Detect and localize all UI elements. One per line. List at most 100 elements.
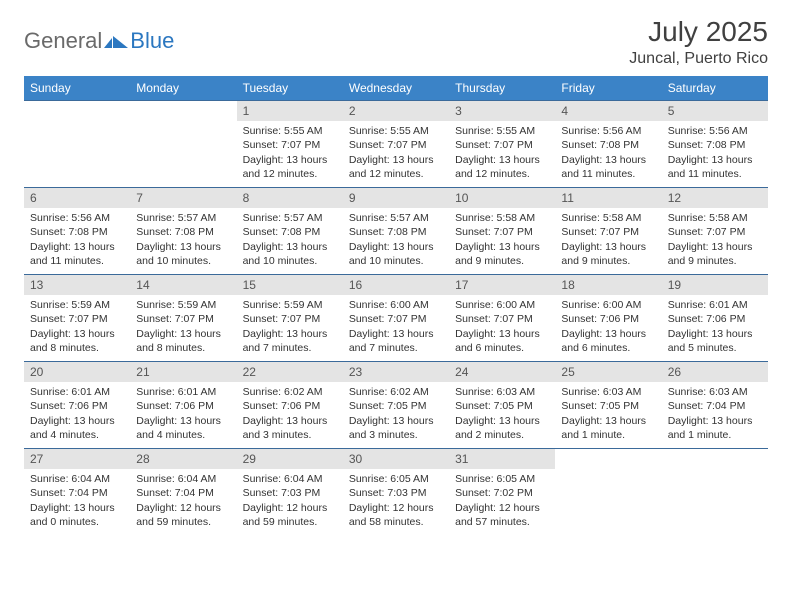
sunset-line: Sunset: 7:08 PM [243,225,337,239]
location: Juncal, Puerto Rico [629,50,768,68]
day-number: 22 [237,362,343,382]
week-row: ..1Sunrise: 5:55 AMSunset: 7:07 PMDaylig… [24,100,768,187]
day-cell: . [24,101,130,187]
sunrise-line: Sunrise: 6:01 AM [668,298,762,312]
day-cell: 30Sunrise: 6:05 AMSunset: 7:03 PMDayligh… [343,449,449,535]
day-cell: 15Sunrise: 5:59 AMSunset: 7:07 PMDayligh… [237,275,343,361]
daylight-line: Daylight: 13 hours and 9 minutes. [455,240,549,268]
day-cell: 26Sunrise: 6:03 AMSunset: 7:04 PMDayligh… [662,362,768,448]
sunset-line: Sunset: 7:06 PM [668,312,762,326]
sunrise-line: Sunrise: 5:57 AM [349,211,443,225]
week-row: 20Sunrise: 6:01 AMSunset: 7:06 PMDayligh… [24,361,768,448]
day-number: 3 [449,101,555,121]
weekday-cell: Wednesday [343,76,449,100]
day-body: Sunrise: 5:58 AMSunset: 7:07 PMDaylight:… [662,208,768,274]
sunset-line: Sunset: 7:08 PM [349,225,443,239]
day-body: Sunrise: 6:01 AMSunset: 7:06 PMDaylight:… [130,382,236,448]
day-number: 28 [130,449,236,469]
sunset-line: Sunset: 7:02 PM [455,486,549,500]
day-body: Sunrise: 5:59 AMSunset: 7:07 PMDaylight:… [237,295,343,361]
day-number: 16 [343,275,449,295]
day-cell: 5Sunrise: 5:56 AMSunset: 7:08 PMDaylight… [662,101,768,187]
logo-text-blue: Blue [130,28,174,54]
day-number: 15 [237,275,343,295]
daylight-line: Daylight: 13 hours and 9 minutes. [668,240,762,268]
day-cell: 22Sunrise: 6:02 AMSunset: 7:06 PMDayligh… [237,362,343,448]
day-cell: 12Sunrise: 5:58 AMSunset: 7:07 PMDayligh… [662,188,768,274]
day-number: 4 [555,101,661,121]
sunset-line: Sunset: 7:07 PM [30,312,124,326]
day-cell: . [662,449,768,535]
day-cell: 20Sunrise: 6:01 AMSunset: 7:06 PMDayligh… [24,362,130,448]
day-body: Sunrise: 6:00 AMSunset: 7:07 PMDaylight:… [449,295,555,361]
title-block: July 2025 Juncal, Puerto Rico [629,16,768,68]
day-cell: 19Sunrise: 6:01 AMSunset: 7:06 PMDayligh… [662,275,768,361]
day-number: 14 [130,275,236,295]
daylight-line: Daylight: 13 hours and 6 minutes. [561,327,655,355]
day-cell: 3Sunrise: 5:55 AMSunset: 7:07 PMDaylight… [449,101,555,187]
sunset-line: Sunset: 7:05 PM [455,399,549,413]
day-cell: 23Sunrise: 6:02 AMSunset: 7:05 PMDayligh… [343,362,449,448]
day-number: 24 [449,362,555,382]
day-number: 18 [555,275,661,295]
day-body: Sunrise: 6:01 AMSunset: 7:06 PMDaylight:… [662,295,768,361]
daylight-line: Daylight: 13 hours and 10 minutes. [349,240,443,268]
sunset-line: Sunset: 7:08 PM [668,138,762,152]
daylight-line: Daylight: 12 hours and 58 minutes. [349,501,443,529]
daylight-line: Daylight: 13 hours and 11 minutes. [668,153,762,181]
day-body: Sunrise: 6:04 AMSunset: 7:03 PMDaylight:… [237,469,343,535]
sunset-line: Sunset: 7:03 PM [243,486,337,500]
sunrise-line: Sunrise: 6:03 AM [561,385,655,399]
day-cell: 6Sunrise: 5:56 AMSunset: 7:08 PMDaylight… [24,188,130,274]
day-cell: 13Sunrise: 5:59 AMSunset: 7:07 PMDayligh… [24,275,130,361]
day-number: 21 [130,362,236,382]
day-body: Sunrise: 6:00 AMSunset: 7:06 PMDaylight:… [555,295,661,361]
sunrise-line: Sunrise: 5:59 AM [243,298,337,312]
daylight-line: Daylight: 13 hours and 2 minutes. [455,414,549,442]
day-cell: 27Sunrise: 6:04 AMSunset: 7:04 PMDayligh… [24,449,130,535]
day-body: Sunrise: 5:57 AMSunset: 7:08 PMDaylight:… [343,208,449,274]
sunrise-line: Sunrise: 6:04 AM [136,472,230,486]
sunrise-line: Sunrise: 5:56 AM [668,124,762,138]
sunrise-line: Sunrise: 5:55 AM [455,124,549,138]
sunrise-line: Sunrise: 6:01 AM [30,385,124,399]
week-row: 27Sunrise: 6:04 AMSunset: 7:04 PMDayligh… [24,448,768,535]
daylight-line: Daylight: 13 hours and 8 minutes. [136,327,230,355]
sunset-line: Sunset: 7:06 PM [30,399,124,413]
daylight-line: Daylight: 13 hours and 11 minutes. [561,153,655,181]
sunrise-line: Sunrise: 5:55 AM [349,124,443,138]
day-number: 9 [343,188,449,208]
sunset-line: Sunset: 7:05 PM [561,399,655,413]
day-cell: 8Sunrise: 5:57 AMSunset: 7:08 PMDaylight… [237,188,343,274]
day-cell: . [555,449,661,535]
daylight-line: Daylight: 13 hours and 1 minute. [561,414,655,442]
daylight-line: Daylight: 13 hours and 12 minutes. [349,153,443,181]
weekday-cell: Tuesday [237,76,343,100]
sunset-line: Sunset: 7:07 PM [349,312,443,326]
calendar: SundayMondayTuesdayWednesdayThursdayFrid… [24,76,768,535]
sunset-line: Sunset: 7:07 PM [561,225,655,239]
day-number: 11 [555,188,661,208]
daylight-line: Daylight: 13 hours and 4 minutes. [30,414,124,442]
day-cell: 29Sunrise: 6:04 AMSunset: 7:03 PMDayligh… [237,449,343,535]
weekday-header-row: SundayMondayTuesdayWednesdayThursdayFrid… [24,76,768,100]
sunset-line: Sunset: 7:07 PM [243,312,337,326]
sunrise-line: Sunrise: 5:58 AM [455,211,549,225]
sunset-line: Sunset: 7:08 PM [30,225,124,239]
day-number: 2 [343,101,449,121]
day-body: Sunrise: 5:58 AMSunset: 7:07 PMDaylight:… [449,208,555,274]
day-cell: 25Sunrise: 6:03 AMSunset: 7:05 PMDayligh… [555,362,661,448]
sunset-line: Sunset: 7:08 PM [136,225,230,239]
sunrise-line: Sunrise: 6:05 AM [455,472,549,486]
sunset-line: Sunset: 7:03 PM [349,486,443,500]
day-body: Sunrise: 5:59 AMSunset: 7:07 PMDaylight:… [24,295,130,361]
daylight-line: Daylight: 13 hours and 12 minutes. [455,153,549,181]
header: General Blue July 2025 Juncal, Puerto Ri… [24,16,768,68]
sunset-line: Sunset: 7:08 PM [561,138,655,152]
day-body: Sunrise: 5:56 AMSunset: 7:08 PMDaylight:… [555,121,661,187]
day-cell: 16Sunrise: 6:00 AMSunset: 7:07 PMDayligh… [343,275,449,361]
sunrise-line: Sunrise: 6:01 AM [136,385,230,399]
daylight-line: Daylight: 13 hours and 12 minutes. [243,153,337,181]
day-cell: 18Sunrise: 6:00 AMSunset: 7:06 PMDayligh… [555,275,661,361]
day-cell: 2Sunrise: 5:55 AMSunset: 7:07 PMDaylight… [343,101,449,187]
